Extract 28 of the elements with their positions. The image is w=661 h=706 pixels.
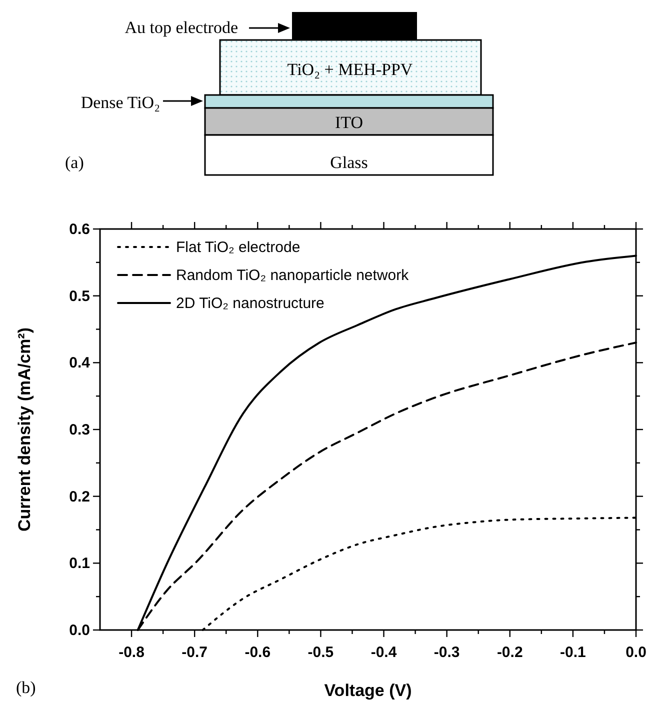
text: (a) — [65, 153, 84, 172]
y-tick-label: 0.5 — [69, 288, 90, 305]
legend-label: 2D TiO₂ nanostructure — [176, 295, 324, 312]
x-tick-label: -0.3 — [434, 644, 460, 661]
x-tick-label: -0.7 — [182, 644, 208, 661]
x-tick-label: -0.1 — [560, 644, 586, 661]
legend-label: Random TiO₂ nanoparticle network — [176, 267, 410, 284]
text: Dense TiO₂ — [80, 93, 160, 112]
text: (b) — [16, 678, 36, 697]
text: Glass — [330, 153, 368, 172]
y-tick-label: 0.1 — [69, 555, 90, 572]
y-tick-label: 0.6 — [69, 221, 90, 238]
x-tick-label: -0.6 — [244, 644, 271, 661]
text: TiO₂ + MEH-PPV — [287, 60, 414, 79]
x-tick-label: -0.4 — [370, 644, 398, 661]
x-tick-label: 0.0 — [626, 644, 646, 661]
text: ITO — [334, 113, 364, 132]
text: Au top electrode — [124, 18, 238, 37]
x-axis-title: Voltage (V) — [324, 681, 412, 700]
y-tick-label: 0.0 — [69, 622, 90, 639]
x-tick-label: -0.8 — [118, 644, 144, 661]
y-tick-label: 0.3 — [69, 422, 90, 438]
legend-label: Flat TiO₂ electrode — [176, 239, 300, 256]
y-tick-label: 0.4 — [69, 354, 91, 372]
y-axis-title: Current density (mA/cm²) — [15, 327, 34, 532]
y-tick-label: 0.2 — [69, 488, 90, 506]
x-tick-label: -0.5 — [308, 644, 334, 661]
x-tick-label: -0.2 — [496, 644, 523, 661]
